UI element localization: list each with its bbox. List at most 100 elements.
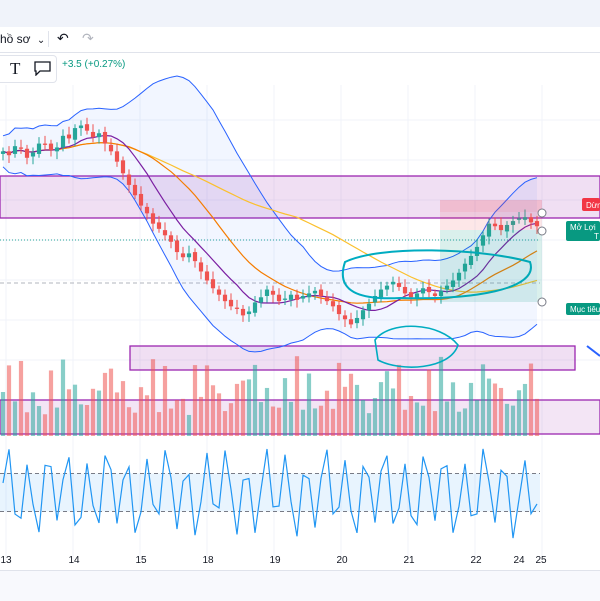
demand-zone: [0, 399, 600, 435]
candle: [420, 288, 426, 294]
candle: [306, 293, 312, 298]
volume-bar: [360, 400, 366, 436]
stop-label: Dừng: [586, 201, 600, 210]
candle: [468, 255, 474, 265]
volume-bar: [90, 388, 96, 436]
volume-bar: [420, 405, 426, 436]
redo-icon[interactable]: ↷: [82, 30, 94, 46]
toolbar-divider: [48, 31, 49, 47]
candle: [240, 308, 246, 316]
volume-bar: [192, 365, 198, 436]
volume-bar: [78, 404, 84, 436]
candle: [78, 125, 84, 129]
candle: [120, 160, 126, 174]
candle: [522, 217, 528, 220]
bollinger-upper: [2, 75, 538, 272]
volume-bar: [378, 382, 384, 436]
rsi-line: [2, 448, 538, 539]
undo-icon[interactable]: ↶: [57, 30, 69, 46]
take-profit-zone: [440, 230, 542, 302]
candle: [228, 299, 234, 307]
volume-bar: [438, 356, 444, 436]
candle: [444, 285, 450, 290]
volume-bar: [168, 408, 174, 436]
drawing-tools-panel: T: [0, 55, 57, 83]
candle: [102, 131, 108, 144]
candle: [180, 253, 186, 258]
candle: [378, 289, 384, 298]
candle: [132, 184, 138, 196]
volume-bar: [6, 365, 12, 436]
volume-bar: [54, 407, 60, 436]
volume-bar: [42, 414, 48, 436]
volume-bar: [144, 395, 150, 436]
volume-bar: [210, 385, 216, 436]
candle: [498, 224, 504, 231]
volume-bar: [288, 401, 294, 436]
candle: [534, 221, 540, 227]
volume-bar: [246, 379, 252, 436]
candle: [114, 151, 120, 162]
candle: [426, 286, 432, 293]
volume-bar: [66, 389, 72, 436]
volume-bar: [282, 378, 288, 436]
candle: [390, 281, 396, 285]
volume-bar: [336, 362, 342, 436]
candle: [414, 293, 420, 299]
candle: [210, 279, 216, 289]
profile-label: hồ sơ: [0, 32, 31, 46]
volume-bar: [312, 408, 318, 436]
x-axis: 13 14 15 18 19 20 21 22 24 25: [0, 555, 547, 566]
volume-bar: [408, 395, 414, 436]
volume-bar: [156, 412, 162, 436]
candle: [282, 298, 288, 300]
candle: [30, 152, 36, 157]
candle: [366, 303, 372, 311]
volume-bar: [36, 406, 42, 436]
volume-bar: [534, 398, 540, 436]
volume-bar: [354, 384, 360, 436]
volume-bar: [60, 359, 66, 436]
target-label-bg: [566, 303, 600, 315]
candle: [162, 230, 168, 236]
bollinger-lower: [2, 166, 538, 353]
text-tool-icon[interactable]: T: [10, 59, 21, 78]
candle: [126, 174, 132, 185]
volume-bar: [18, 360, 24, 436]
candle: [168, 235, 174, 242]
candle: [348, 319, 354, 325]
candle: [150, 213, 156, 224]
volume-bar: [150, 359, 156, 436]
volume-bar: [456, 411, 462, 436]
x-tick-label: 19: [269, 555, 281, 566]
x-tick-label: 22: [470, 555, 482, 566]
volume-bar: [0, 392, 6, 436]
candle: [144, 206, 150, 214]
volume-bar: [396, 364, 402, 436]
target-label: Mục tiêu: [570, 305, 600, 314]
profile-menu[interactable]: hồ sơ ⌄: [0, 32, 45, 46]
volume-bar: [306, 373, 312, 436]
volume-bar: [174, 400, 180, 436]
candle: [6, 151, 12, 156]
highlight-ellipse: [342, 249, 532, 300]
volume-bar: [216, 393, 222, 436]
candle: [492, 223, 498, 227]
comment-icon[interactable]: [34, 61, 51, 76]
volume-bar: [30, 392, 36, 436]
candle: [24, 148, 30, 158]
annotation-arrow: [586, 345, 600, 357]
volume-bar: [300, 409, 306, 436]
volume-bar: [450, 382, 456, 436]
candle: [234, 307, 240, 309]
candle: [372, 296, 378, 303]
volume-bar: [384, 371, 390, 436]
volume-bar: [516, 390, 522, 436]
chart-toolbar: hồ sơ ⌄ ↶ ↷: [0, 27, 600, 53]
volume-bar: [132, 412, 138, 436]
candle: [54, 147, 60, 152]
volume-bar: [234, 383, 240, 436]
candle: [198, 262, 204, 272]
